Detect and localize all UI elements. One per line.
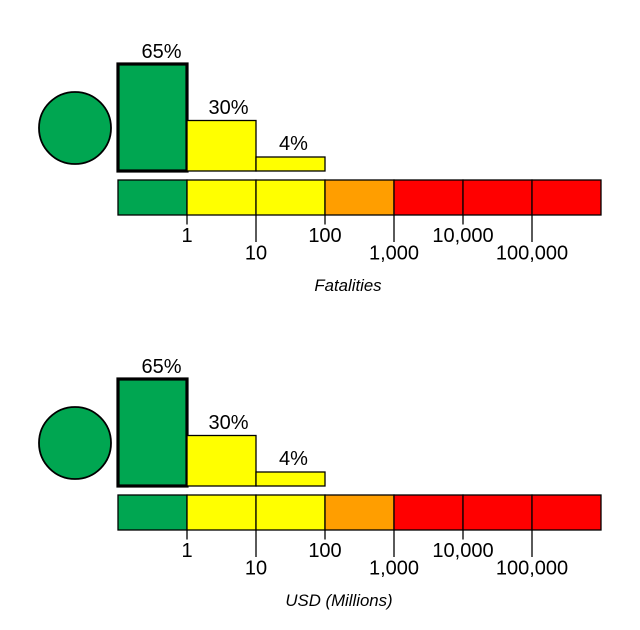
svg-text:1,000: 1,000 [369,243,419,265]
svg-text:100,000: 100,000 [496,243,568,265]
svg-text:100,000: 100,000 [496,558,568,580]
svg-text:10: 10 [245,558,267,580]
svg-text:1: 1 [181,540,192,562]
svg-text:4%: 4% [279,133,308,155]
svg-text:4%: 4% [279,448,308,470]
svg-text:USD (Millions): USD (Millions) [285,591,392,610]
svg-text:Fatalities: Fatalities [314,276,382,295]
svg-text:1: 1 [181,225,192,247]
svg-text:30%: 30% [208,412,248,434]
svg-text:65%: 65% [141,356,181,378]
svg-text:100: 100 [308,225,341,247]
svg-text:65%: 65% [141,41,181,63]
svg-text:100: 100 [308,540,341,562]
svg-text:30%: 30% [208,97,248,119]
svg-text:1,000: 1,000 [369,558,419,580]
svg-text:10: 10 [245,243,267,265]
svg-text:10,000: 10,000 [432,225,493,247]
svg-text:10,000: 10,000 [432,540,493,562]
